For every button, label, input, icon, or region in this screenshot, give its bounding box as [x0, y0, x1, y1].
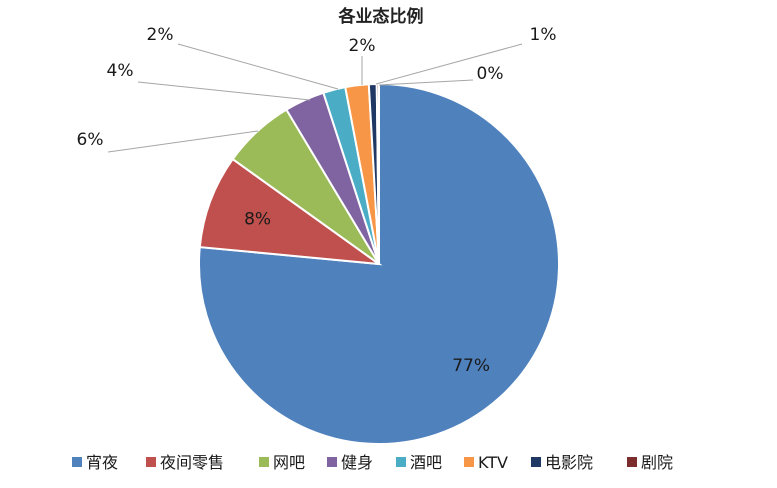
leader-line-7 [375, 43, 523, 85]
pct-label-7: 1% [530, 25, 557, 45]
legend-label-3: 网吧 [273, 453, 305, 472]
leader-line-5 [177, 43, 339, 90]
legend-label-6: KTV [478, 453, 508, 472]
legend-label-5: 酒吧 [410, 453, 442, 472]
percent-labels: 77% 8% 6% 4% 2% 2% 1% 0% [77, 25, 557, 376]
legend-label-7: 电影院 [545, 453, 593, 472]
pct-label-1: 77% [452, 356, 490, 376]
legend-swatch-1 [72, 457, 82, 467]
pie-slice-2 [198, 157, 383, 266]
pie-slices [198, 82, 560, 445]
pct-label-5: 2% [147, 25, 174, 45]
pct-label-6: 2% [349, 36, 376, 56]
legend-label-2: 夜间零售 [160, 453, 224, 472]
legend-swatch-2 [146, 457, 156, 467]
legend-swatch-4 [327, 457, 337, 467]
pct-label-3: 6% [77, 130, 104, 150]
legend-swatch-7 [531, 457, 541, 467]
pct-label-8: 0% [477, 64, 504, 84]
legend-swatch-5 [396, 457, 406, 467]
legend-label-1: 宵夜 [86, 453, 118, 472]
leader-line-8 [378, 79, 474, 86]
legend: 宵夜 夜间零售 网吧 健身 酒吧 KTV 电影院 剧院 [72, 453, 673, 472]
chart-title: 各业态比例 [338, 6, 424, 27]
legend-label-8: 剧院 [641, 453, 673, 472]
leader-line-4 [137, 81, 311, 101]
legend-swatch-6 [464, 457, 474, 467]
pct-label-2: 8% [244, 210, 271, 230]
pct-label-4: 4% [107, 61, 134, 81]
legend-swatch-3 [259, 457, 269, 467]
legend-label-4: 健身 [341, 453, 373, 472]
legend-swatch-8 [627, 457, 637, 467]
leader-lines [107, 43, 523, 153]
leader-line-3 [107, 130, 259, 153]
